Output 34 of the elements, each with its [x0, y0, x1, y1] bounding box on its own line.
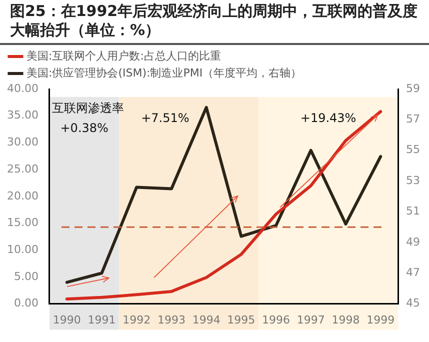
y-tick-label: 15.00: [6, 216, 38, 230]
x-tick-label: 1994: [192, 313, 220, 326]
x-tick-label: 1993: [157, 313, 186, 326]
y-tick-label: 10.00: [6, 242, 38, 256]
x-tick-label: 1999: [366, 313, 395, 326]
y2-tick-label: 45: [406, 296, 420, 310]
y2-tick-label: 57: [406, 112, 420, 126]
x-tick-label: 1990: [52, 313, 81, 326]
band-label: +7.51%: [141, 111, 190, 126]
x-tick-label: 1991: [88, 313, 116, 326]
x-tick-label: 1992: [122, 313, 151, 326]
legend-label: 美国:互联网个人用户数:占总人口的比重: [26, 49, 221, 62]
y2-tick-label: 53: [406, 174, 420, 187]
y-tick-label: 20.00: [6, 189, 38, 202]
band-label: +19.43%: [300, 111, 356, 126]
y-tick-label: 25.00: [6, 162, 38, 176]
x-tick-label: 1997: [296, 313, 325, 326]
y2-tick-label: 49: [406, 235, 420, 248]
y-tick-label: 30.00: [6, 136, 38, 149]
x-tick-label: 1998: [332, 313, 360, 326]
y2-tick-label: 51: [406, 204, 420, 218]
annotation: 互联网渗透率: [52, 101, 124, 116]
x-tick-label: 1996: [262, 313, 290, 326]
y-tick-label: 0.00: [14, 296, 38, 310]
y-tick-label: 40.00: [6, 82, 38, 95]
chart-title: 图25：在1992年后宏观经济向上的周期中，互联网的普及度大幅抬升（单位：%）: [0, 0, 429, 45]
legend-label: 美国:供应管理协会(ISM):制造业PMI（年度平均，右轴）: [26, 66, 302, 80]
y2-tick-label: 59: [406, 82, 420, 95]
y-tick-label: 5.00: [14, 270, 38, 283]
x-tick-label: 1995: [227, 313, 256, 326]
band-label: +0.38%: [60, 121, 108, 136]
y2-tick-label: 55: [406, 143, 420, 156]
y2-tick-label: 47: [406, 266, 420, 279]
y-tick-label: 35.00: [6, 108, 38, 122]
